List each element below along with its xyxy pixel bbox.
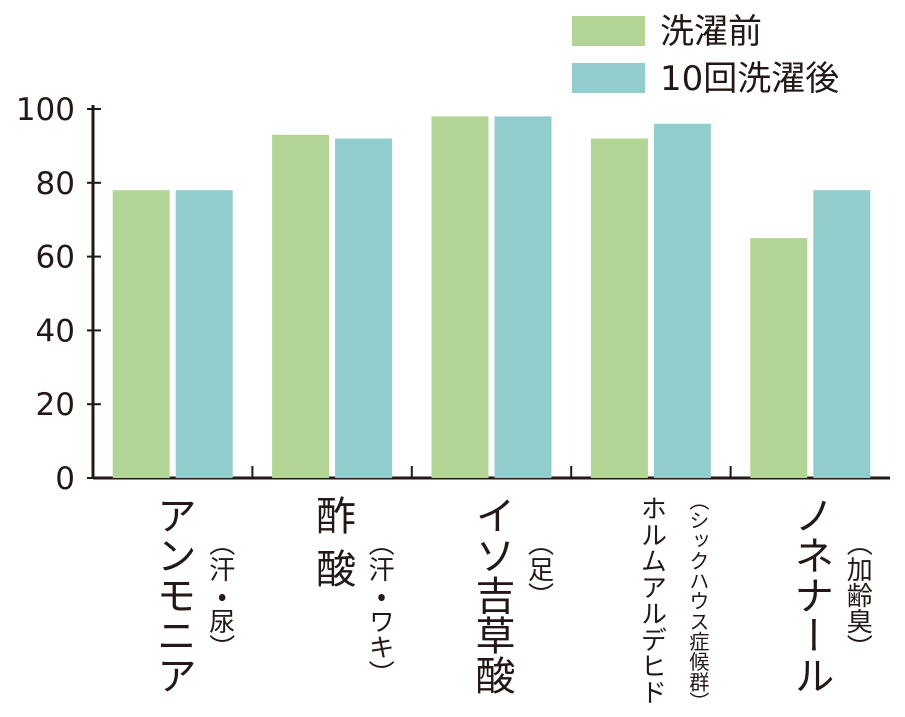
y-tick-label: 20 [36,387,75,423]
category-note: （加齢臭） [842,530,872,660]
category-note: （汗・ワキ） [364,530,394,686]
category-label: アンモニア [150,495,196,695]
y-tick-label: 100 [16,92,75,128]
category-label: ホルムアルデヒド [636,495,666,705]
category-label: 酢 酸 [309,495,355,588]
bar [750,238,808,478]
category-label: イソ吉草酸 [469,495,515,695]
bar [431,116,489,478]
bar [590,138,648,478]
legend-swatch [572,16,645,46]
category-note: （汗・尿） [205,530,235,660]
category-label: ノネナール [787,495,833,695]
bar [653,123,711,478]
legend-swatch [572,63,645,93]
bar [272,134,330,478]
legend-label: 洗濯前 [660,12,762,52]
bar [813,190,871,478]
y-tick-label: 40 [36,313,75,349]
bar [112,190,170,478]
bar [494,116,552,478]
y-tick-label: 80 [36,166,75,202]
bar [175,190,233,478]
y-tick-label: 0 [55,461,75,497]
category-note: （足） [524,530,554,608]
category-note: （シックハウス症候群） [686,490,710,712]
bar [335,138,393,478]
y-tick-label: 60 [36,240,75,276]
legend-label: 10回洗濯後 [660,59,839,99]
